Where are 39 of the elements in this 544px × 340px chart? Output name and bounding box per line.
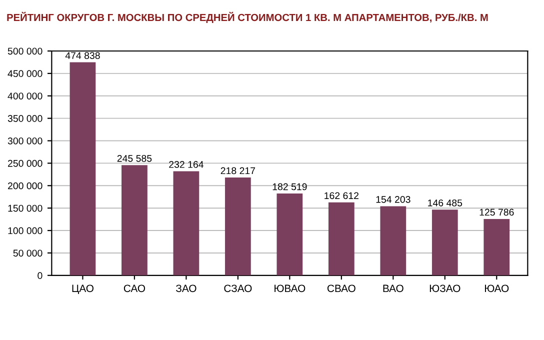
x-tick-label: ЮЗАО [430, 284, 460, 292]
x-tick-label: ВАО [383, 284, 404, 292]
x-tick-label: ЗАО [176, 284, 196, 292]
y-tick-label: 200 000 [8, 182, 42, 190]
x-tick-label: СВАО [327, 284, 356, 292]
y-tick-label: 500 000 [8, 48, 42, 55]
y-tick-label: 150 000 [8, 204, 42, 212]
data-label: 218 217 [220, 167, 256, 174]
x-tick-label: ЮАО [484, 284, 509, 292]
bar [225, 177, 251, 276]
bar [328, 202, 354, 276]
y-tick-label: 0 [38, 272, 42, 280]
data-label: 245 585 [117, 154, 152, 162]
y-tick-label: 100 000 [8, 227, 42, 234]
y-tick-label: 450 000 [8, 70, 42, 78]
data-label: 162 612 [324, 192, 359, 200]
y-tick-label: 250 000 [8, 160, 42, 167]
y-tick-label: 350 000 [8, 115, 42, 122]
data-label: 125 786 [480, 208, 514, 216]
y-tick-label: 50 000 [13, 250, 42, 257]
bar [276, 193, 303, 276]
y-tick-label: 300 000 [8, 137, 42, 144]
bar [380, 206, 406, 276]
data-label: 146 485 [428, 199, 462, 206]
bar [173, 171, 200, 276]
data-label: 154 203 [376, 196, 410, 203]
data-label: 474 838 [65, 52, 100, 59]
bar [122, 165, 148, 276]
bar [484, 218, 510, 276]
data-label: 232 164 [169, 161, 204, 168]
bar [70, 62, 96, 276]
bar [432, 210, 458, 276]
x-tick-label: СЗАО [224, 284, 252, 292]
chart-title: РЕЙТИНГ ОКРУГОВ Г. МОСКВЫ ПО СРЕДНЕЙ СТОИМОСТИ 1 КВ. М АПАРТАМЕНТОВ, РУБ./КВ. М [7, 12, 488, 24]
x-tick-label: САО [124, 284, 146, 292]
y-tick-label: 400 000 [8, 92, 42, 100]
x-tick-label: ЮВАО [274, 284, 306, 292]
x-tick-label: ЦАО [72, 284, 94, 294]
data-label: 182 519 [272, 183, 307, 190]
